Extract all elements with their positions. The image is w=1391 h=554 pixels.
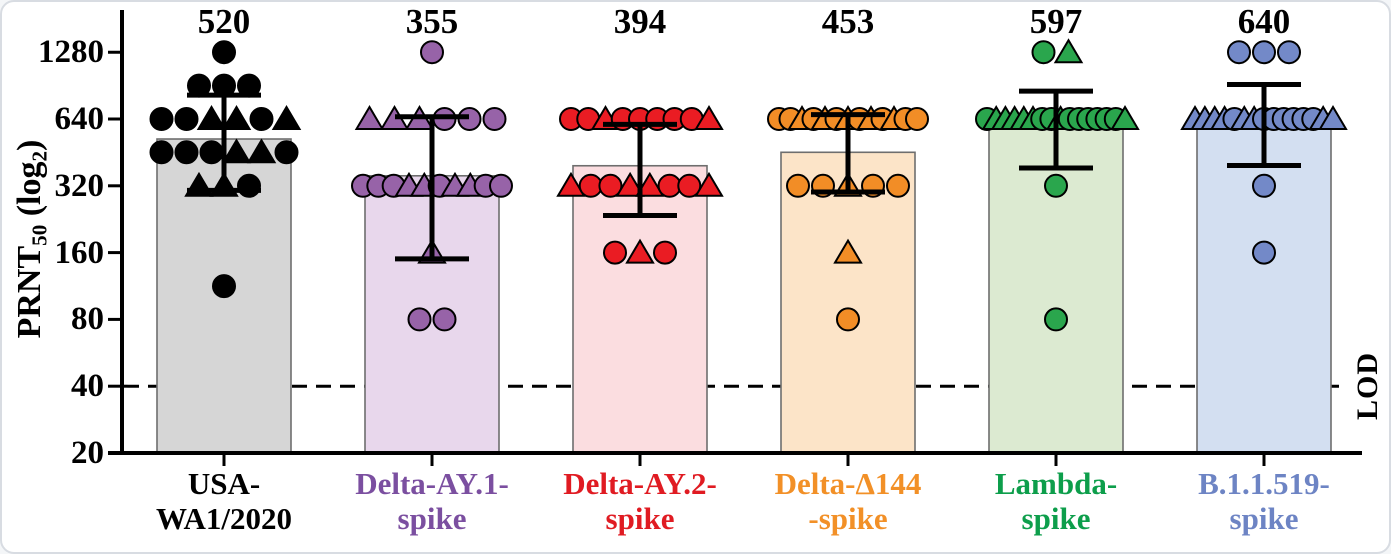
x-label-line1: USA- xyxy=(187,466,261,501)
data-point-triangle xyxy=(615,171,645,197)
data-point-circle xyxy=(786,173,810,198)
data-point-circle xyxy=(199,140,224,165)
y-axis-title-close-paren: ) xyxy=(11,139,48,151)
x-label-line2: spike xyxy=(1229,501,1299,536)
data-point-circle xyxy=(1252,173,1276,198)
y-axis-title-text-log: (log xyxy=(11,161,48,225)
x-label-delta-ay2-spike: Delta-AY.2- spike xyxy=(534,466,746,536)
data-point-circle xyxy=(1044,173,1068,198)
data-point-circle xyxy=(1227,40,1251,65)
data-point-circle xyxy=(1252,240,1276,265)
x-label-line2: spike xyxy=(605,501,675,536)
y-tick-640: 640 xyxy=(54,101,105,137)
x-label-line2: spike xyxy=(397,501,467,536)
y-axis-title: PRNT50 (log2) xyxy=(10,79,52,399)
x-label-line1: Delta-AY.2- xyxy=(563,466,717,501)
x-label-usa-wa1-2020: USA- WA1/2020 xyxy=(118,466,330,536)
data-point-circle xyxy=(407,307,432,332)
data-point-triangle xyxy=(1110,105,1140,130)
x-label-line1: B.1.1.519- xyxy=(1198,466,1330,501)
y-axis-title-subscript-50: 50 xyxy=(27,224,52,246)
data-point-circle xyxy=(905,107,929,131)
gmt-bar xyxy=(780,151,916,454)
data-point-circle xyxy=(274,140,299,165)
data-point-triangle xyxy=(635,171,665,197)
x-label-line2: -spike xyxy=(808,501,888,536)
gmt-label-lambda: 597 xyxy=(1029,2,1083,41)
data-point-circle xyxy=(598,173,623,198)
data-point-triangle xyxy=(246,138,277,164)
x-label-b11519-spike: B.1.1.519- spike xyxy=(1158,466,1370,536)
y-axis-title-subscript-2: 2 xyxy=(27,150,52,162)
data-point-triangle xyxy=(221,105,252,130)
gmt-label-usa-wa1-2020: 520 xyxy=(197,2,251,41)
gmt-label-delta-d144: 453 xyxy=(821,2,875,41)
x-label-delta-ay1-spike: Delta-AY.1- spike xyxy=(326,466,538,536)
x-label-line1: Delta-Δ144 xyxy=(774,466,922,501)
data-point-circle xyxy=(1044,307,1068,332)
x-label-line2: WA1/2020 xyxy=(155,501,293,536)
data-point-circle xyxy=(174,140,199,165)
data-point-triangle xyxy=(1053,38,1084,64)
data-point-triangle xyxy=(625,238,655,264)
data-point-circle xyxy=(212,274,236,299)
y-tick-1280: 1280 xyxy=(38,34,104,71)
data-point-triangle xyxy=(354,105,385,130)
data-point-triangle xyxy=(271,105,302,130)
data-point-circle xyxy=(489,173,513,198)
data-point-circle xyxy=(1031,40,1056,65)
data-point-triangle xyxy=(556,171,586,197)
data-point-circle xyxy=(432,307,457,332)
data-point-circle xyxy=(886,173,910,198)
data-point-circle xyxy=(149,107,174,131)
gmt-label-delta-ay2: 394 xyxy=(613,2,667,41)
gmt-label-delta-ay1: 355 xyxy=(405,2,459,41)
data-point-triangle xyxy=(1318,105,1348,130)
data-point-circle xyxy=(249,107,274,131)
y-axis-title-text: PRNT xyxy=(11,245,48,339)
data-point-circle xyxy=(836,307,860,332)
x-label-line1: Lambda- xyxy=(994,466,1118,501)
data-point-circle xyxy=(603,240,627,265)
data-point-circle xyxy=(212,40,236,65)
y-tick-40: 40 xyxy=(71,368,104,405)
x-label-line2: spike xyxy=(1021,501,1091,536)
data-point-circle xyxy=(149,140,174,165)
data-point-circle xyxy=(657,173,682,198)
data-point-triangle xyxy=(196,105,227,130)
gmt-bar xyxy=(1196,118,1332,454)
data-point-circle xyxy=(482,107,507,131)
data-point-circle xyxy=(420,40,444,65)
data-point-circle xyxy=(1277,40,1301,65)
data-point-circle xyxy=(578,173,603,198)
data-point-circle xyxy=(1252,40,1276,65)
x-label-lambda-spike: Lambda- spike xyxy=(950,466,1162,536)
data-point-circle xyxy=(653,240,677,265)
data-point-triangle xyxy=(833,238,863,264)
x-label-delta-d144-spike: Delta-Δ144 -spike xyxy=(742,466,954,536)
data-point-circle xyxy=(677,173,702,198)
lod-label: LOD xyxy=(1351,352,1384,421)
data-point-circle xyxy=(174,107,199,131)
data-point-circle xyxy=(237,173,261,198)
data-point-triangle xyxy=(221,138,252,164)
y-tick-20: 20 xyxy=(71,435,104,471)
y-tick-80: 80 xyxy=(71,301,104,338)
data-point-triangle xyxy=(694,105,724,130)
data-point-triangle xyxy=(694,171,724,197)
gmt-label-b11519: 640 xyxy=(1237,2,1291,41)
x-label-line1: Delta-AY.1- xyxy=(355,466,509,501)
y-tick-320: 320 xyxy=(54,167,105,204)
y-tick-160: 160 xyxy=(54,234,105,271)
